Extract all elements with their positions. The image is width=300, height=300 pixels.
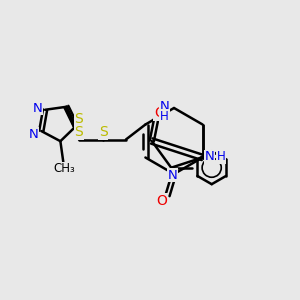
Text: N: N bbox=[29, 128, 39, 141]
Text: N: N bbox=[168, 169, 178, 182]
Text: N: N bbox=[160, 100, 169, 113]
Text: O: O bbox=[154, 106, 165, 120]
Text: CH₃: CH₃ bbox=[53, 162, 75, 175]
Text: S: S bbox=[99, 125, 108, 139]
Text: S: S bbox=[74, 125, 83, 139]
Text: S: S bbox=[74, 112, 83, 126]
Text: H: H bbox=[160, 110, 169, 123]
Text: H: H bbox=[217, 150, 226, 163]
Text: N: N bbox=[33, 102, 42, 115]
Text: N: N bbox=[205, 150, 215, 163]
Text: O: O bbox=[157, 194, 168, 208]
